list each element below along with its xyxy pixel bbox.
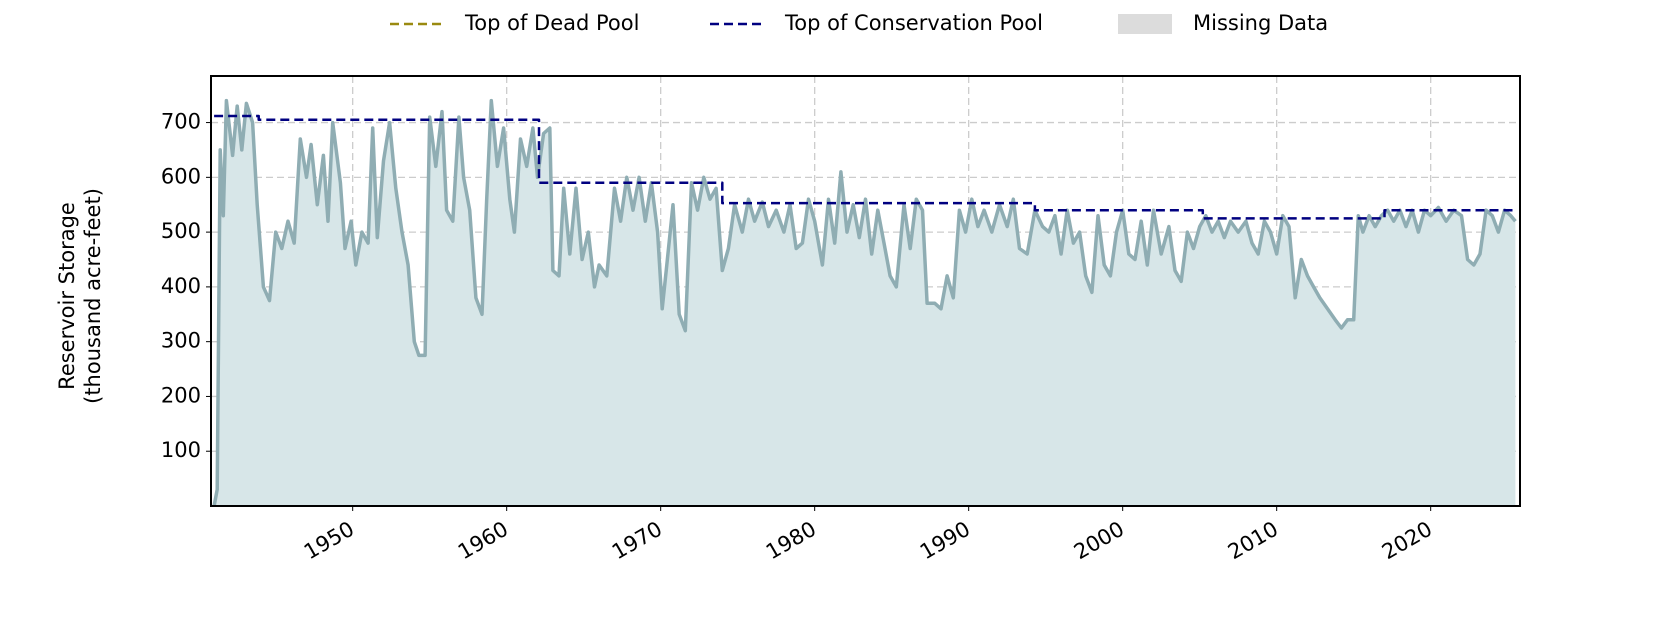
x-tick-label: 1980 [762,517,820,565]
x-tick-label: 2010 [1224,517,1282,565]
y-tick-label: 600 [161,164,201,188]
x-tick-label: 1990 [916,517,974,565]
legend-swatch [1118,14,1172,34]
x-tick-label: 1970 [608,517,666,565]
x-tick-label: 2000 [1070,517,1128,565]
y-tick-label: 200 [161,383,201,407]
line [212,98,1517,507]
x-tick-label: 1960 [454,517,512,565]
legend-label: Top of Conservation Pool [784,11,1043,35]
x-tick-label: 1950 [300,517,358,565]
y-tick-label: 500 [161,219,201,243]
legend-label: Top of Dead Pool [464,11,639,35]
y-axis-label: Reservoir Storage [55,202,79,390]
y-tick-label: 100 [161,438,201,462]
y-tick-label: 400 [161,274,201,298]
legend-label: Missing Data [1193,11,1328,35]
y-axis-label: (thousand acre-feet) [81,188,105,404]
y-tick-label: 700 [161,110,201,134]
y-tick-label: 300 [161,329,201,353]
plot-frame [210,75,1521,507]
area [214,100,1516,506]
x-tick-label: 2020 [1378,517,1436,565]
